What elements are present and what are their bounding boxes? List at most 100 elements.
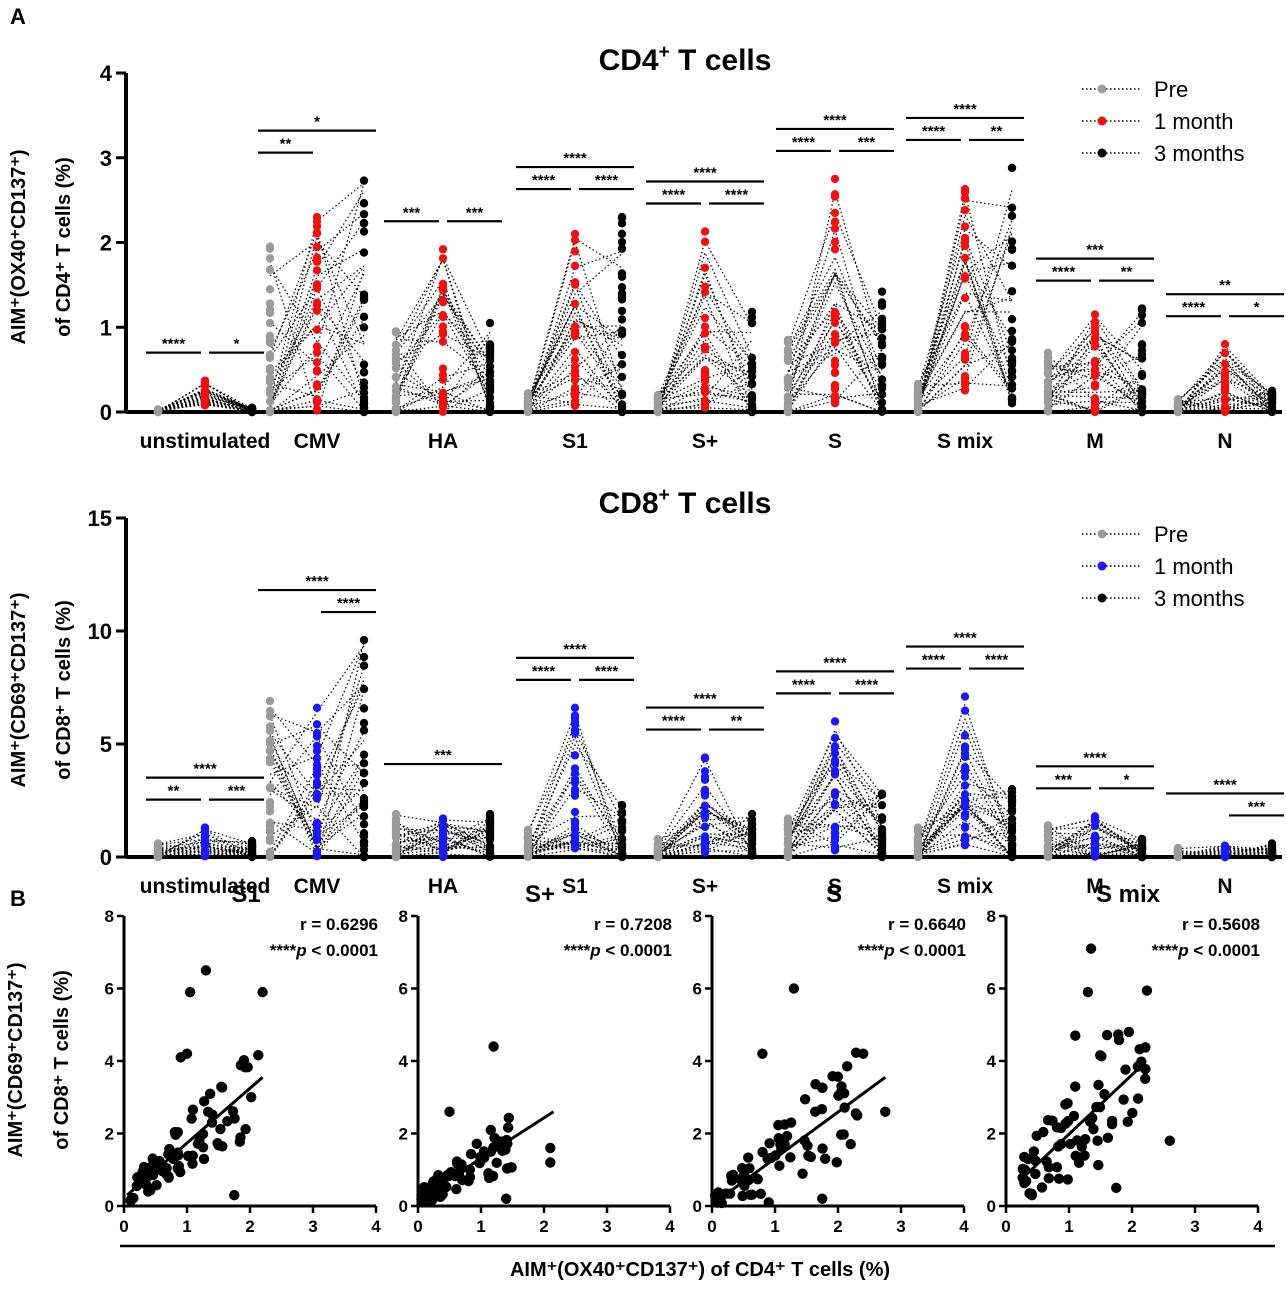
cd4-point-m3 bbox=[1007, 372, 1017, 381]
cd4-sig-label: **** bbox=[792, 134, 816, 151]
corr-3-point bbox=[1084, 1116, 1096, 1127]
corr-3-point bbox=[1092, 1135, 1103, 1146]
cd4-ytick-label-4: 4 bbox=[100, 61, 113, 86]
cd8-point-m3 bbox=[617, 826, 627, 835]
cd8-sig-label: **** bbox=[985, 652, 1009, 669]
corr-3-point bbox=[1094, 1101, 1106, 1113]
cd4-point-m1 bbox=[570, 247, 580, 256]
cd8-sig-label: *** bbox=[1055, 771, 1073, 788]
cd4-category-8: N bbox=[1217, 430, 1232, 453]
corr-0-point bbox=[187, 1158, 198, 1169]
cd8-point-pre bbox=[913, 826, 923, 836]
cd4-point-m3 bbox=[877, 406, 887, 415]
corr-3-point bbox=[1071, 1135, 1083, 1146]
cd4-pair-line bbox=[269, 182, 365, 406]
cd4-point-m3 bbox=[617, 269, 627, 278]
cd4-title-sup: + bbox=[659, 42, 670, 63]
cd4-point-m3 bbox=[617, 237, 627, 247]
cd4-point-pre bbox=[1043, 406, 1053, 415]
cd4-point-m3 bbox=[485, 353, 495, 362]
cd8-point-m1 bbox=[570, 711, 580, 720]
cd8-point-m1 bbox=[960, 749, 970, 758]
cd8-point-m1 bbox=[570, 703, 580, 713]
cd8-point-pre bbox=[265, 807, 275, 816]
cd4-pair-line bbox=[787, 393, 883, 413]
cd4-point-m3 bbox=[359, 360, 369, 369]
cd4-point-m1 bbox=[830, 360, 840, 370]
cd8-point-pre bbox=[783, 840, 793, 849]
cd4-point-m3 bbox=[617, 372, 627, 382]
corr-1-point bbox=[452, 1158, 463, 1169]
cd4-point-m3 bbox=[1007, 261, 1017, 270]
cd4-point-m1 bbox=[312, 348, 322, 357]
cd4-pair-line bbox=[527, 253, 623, 406]
cd4-pair-line bbox=[527, 239, 623, 407]
cd4-point-m1 bbox=[1090, 407, 1100, 416]
corr-3-ytick-label-0: 0 bbox=[987, 1197, 996, 1216]
cd8-point-pre bbox=[265, 757, 275, 766]
corr-1-point bbox=[491, 1157, 502, 1169]
cd4-point-m1 bbox=[570, 322, 580, 331]
corr-3-point bbox=[1062, 1174, 1073, 1185]
cd4-sig-label: ** bbox=[991, 123, 1003, 140]
cd4-sig-label: **** bbox=[162, 336, 186, 353]
cd8-pair-line bbox=[787, 744, 883, 858]
corr-3-point bbox=[1120, 1064, 1131, 1075]
cd4-point-m3 bbox=[485, 383, 495, 393]
corr-ylabel-2: of CD8⁺ T cells (%) bbox=[51, 970, 73, 1149]
cd8-category-1: CMV bbox=[294, 875, 341, 898]
cd4-pair-line bbox=[1047, 375, 1143, 413]
corr-0-point bbox=[186, 1113, 197, 1124]
corr-0-p-stars: **** bbox=[270, 941, 297, 960]
corr-3-ytick-label-1: 2 bbox=[987, 1125, 996, 1144]
corr-1-point bbox=[502, 1122, 514, 1133]
corr-3-xtick-label-4: 4 bbox=[1253, 1217, 1263, 1236]
cd8-ytick-label-3: 15 bbox=[88, 506, 112, 531]
cd4-point-m3 bbox=[1137, 346, 1147, 355]
corr-0-fit-line bbox=[126, 1076, 264, 1197]
cd4-pair-line bbox=[1177, 378, 1273, 408]
corr-0-ytick-label-0: 0 bbox=[105, 1197, 114, 1216]
cd8-pair-line bbox=[157, 829, 253, 858]
cd8-sig-label: **** bbox=[855, 676, 879, 693]
cd4-point-m3 bbox=[877, 390, 887, 399]
cd4-point-m3 bbox=[1007, 336, 1017, 346]
corr-0-point bbox=[163, 1172, 174, 1183]
corr-2-point bbox=[833, 1090, 844, 1101]
corr-0-point bbox=[151, 1179, 162, 1191]
corr-3-point bbox=[1101, 1029, 1113, 1041]
cd4-point-pre bbox=[1043, 378, 1053, 387]
corr-1-point bbox=[503, 1112, 515, 1124]
cd4-point-m3 bbox=[877, 339, 887, 348]
corr-2-point bbox=[781, 1130, 793, 1142]
cd4-pair-line bbox=[527, 372, 623, 413]
cd4-pair-line bbox=[1047, 388, 1143, 413]
corr-3-point bbox=[1118, 1094, 1129, 1105]
cd4-pair-line bbox=[1047, 329, 1143, 391]
cd4-legend-marker-2 bbox=[1097, 148, 1107, 158]
cd8-point-m1 bbox=[312, 703, 322, 713]
corr-0-point bbox=[182, 1150, 194, 1162]
corr-3-point bbox=[1043, 1173, 1055, 1184]
cd4-pair-line bbox=[269, 235, 365, 410]
corr-2-point bbox=[817, 1193, 828, 1204]
cd8-point-m3 bbox=[359, 750, 369, 759]
corr-3-ytick-label-2: 4 bbox=[987, 1052, 997, 1071]
cd4-pair-line bbox=[657, 288, 753, 405]
cd4-pair-line bbox=[527, 327, 623, 397]
cd4-point-m1 bbox=[200, 388, 210, 397]
cd4-point-m1 bbox=[438, 245, 448, 254]
corr-3-ytick-label-4: 8 bbox=[987, 907, 996, 926]
cd4-point-m1 bbox=[312, 221, 322, 231]
cd4-pair-line bbox=[269, 324, 365, 373]
cd8-pair-line bbox=[917, 805, 1013, 849]
cd4-point-m1 bbox=[960, 233, 970, 243]
corr-1-point bbox=[421, 1194, 432, 1206]
cd4-point-m3 bbox=[485, 362, 495, 371]
corr-2-r-value: r = 0.6640 bbox=[888, 915, 966, 934]
cd4-point-m1 bbox=[438, 284, 448, 293]
corr-2-point bbox=[757, 1048, 768, 1059]
corr-2-p-symbol: p bbox=[883, 941, 894, 960]
cd4-category-2: HA bbox=[428, 430, 458, 453]
cd4-point-m1 bbox=[438, 254, 448, 263]
